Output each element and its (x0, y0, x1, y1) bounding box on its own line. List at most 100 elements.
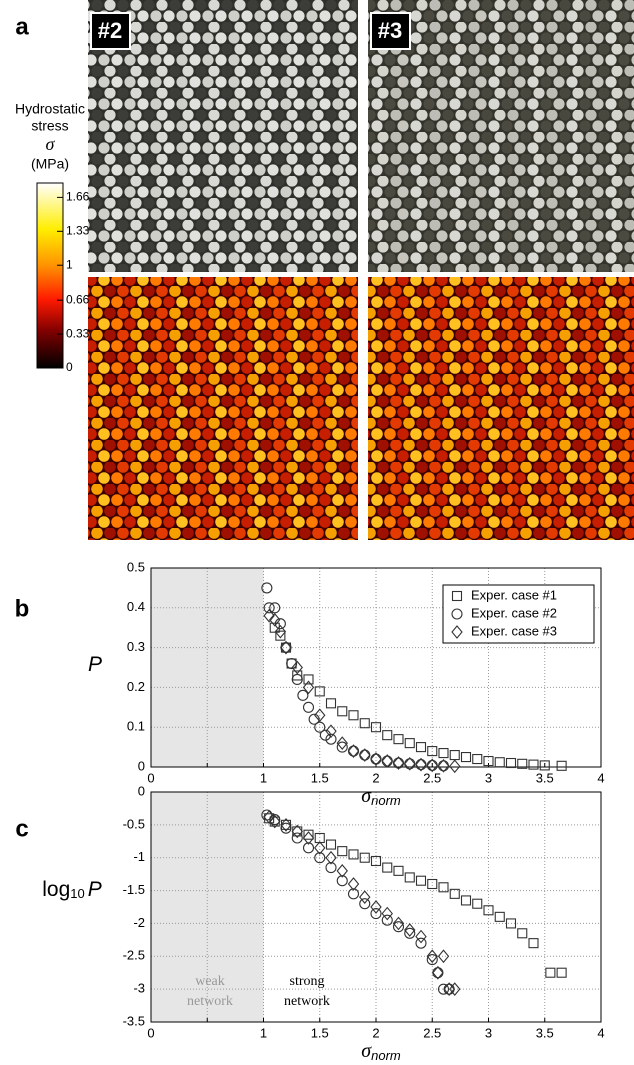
marker-square (404, 872, 415, 883)
marker-square (505, 918, 517, 929)
marker-circle (451, 608, 463, 620)
y-tick-label: -1.5 (123, 882, 145, 897)
marker-diamond (302, 831, 315, 845)
marker-diamond (449, 759, 461, 774)
marker-circle (336, 875, 348, 887)
marker-diamond (370, 900, 382, 914)
marker-diamond (359, 890, 371, 905)
marker-diamond (280, 640, 292, 655)
marker-square (359, 852, 370, 863)
y-tick-label: 0.1 (127, 719, 145, 734)
marker-circle (392, 921, 405, 933)
y-tick-label: 0.5 (127, 559, 145, 574)
marker-circle (325, 862, 337, 874)
x-axis-label-sub: norm (371, 1048, 401, 1063)
marker-square (528, 759, 539, 770)
marker-diamond (291, 824, 303, 839)
marker-diamond (347, 744, 360, 758)
marker-diamond (415, 757, 427, 772)
legend-box (442, 584, 595, 644)
legend-label: Exper. case #1 (471, 587, 557, 602)
x-tick-label: 4 (597, 1025, 604, 1040)
panel-label: c (15, 815, 28, 842)
marker-diamond (370, 752, 382, 766)
x-tick-label: 3.5 (536, 770, 554, 785)
y-tick-label: 0.2 (127, 679, 145, 694)
x-tick-label: 3.5 (536, 1025, 554, 1040)
marker-square (370, 722, 382, 733)
photo (88, 0, 358, 272)
marker-diamond (432, 965, 444, 980)
marker-square (325, 839, 337, 850)
y-axis-label: P (88, 653, 102, 676)
marker-circle (404, 927, 416, 939)
x-tick-label: 4 (597, 770, 604, 785)
marker-circle (291, 832, 303, 844)
marker-square (382, 730, 393, 741)
colorbar-title: σ (46, 134, 56, 154)
marker-circle (319, 729, 331, 741)
marker-diamond (381, 906, 393, 921)
marker-circle (314, 852, 326, 864)
marker-square (438, 882, 449, 893)
marker-circle (381, 755, 393, 767)
marker-square (325, 698, 337, 709)
marker-circle (280, 822, 292, 834)
x-tick-label: 2.5 (423, 1025, 441, 1040)
marker-diamond (302, 680, 315, 695)
plot-frame (150, 791, 602, 1023)
colorbar-title: stress (31, 118, 68, 134)
y-tick-label: -3.5 (123, 1013, 145, 1028)
x-tick-label: 0 (147, 1025, 154, 1040)
marker-diamond (280, 817, 292, 832)
marker-diamond (404, 756, 416, 771)
annotation: network (187, 994, 233, 1009)
marker-diamond (336, 736, 348, 750)
marker-circle (415, 937, 427, 949)
legend-label: Exper. case #2 (471, 605, 557, 620)
marker-square (517, 928, 528, 939)
marker-circle (291, 673, 303, 685)
marker-circle (415, 759, 427, 771)
y-tick-label: -3 (133, 981, 145, 996)
y-axis-label-sub: 10 (70, 886, 84, 901)
marker-square (545, 967, 556, 978)
marker-diamond (274, 624, 287, 639)
stress-map (88, 277, 358, 540)
x-tick-label: 3 (485, 770, 492, 785)
marker-square (337, 706, 348, 717)
marker-square (275, 630, 286, 641)
marker-diamond (325, 724, 337, 739)
colorbar-tick-label: 1.66 (66, 190, 90, 204)
marker-diamond (426, 949, 438, 964)
marker-circle (437, 760, 450, 772)
marker-square (505, 757, 517, 769)
marker-circle (286, 657, 298, 670)
marker-square (460, 751, 472, 763)
marker-square (303, 674, 314, 685)
marker-square (438, 748, 449, 759)
panel-label: b (15, 595, 30, 622)
x-tick-label: 2 (372, 1025, 379, 1040)
marker-diamond (443, 982, 455, 997)
marker-diamond (314, 840, 326, 855)
marker-circle (347, 888, 360, 900)
marker-diamond (291, 660, 303, 675)
marker-square (314, 686, 325, 697)
marker-square (292, 670, 303, 681)
marker-diamond (269, 612, 281, 627)
marker-square (404, 738, 415, 749)
colorbar-title: (MPa) (31, 156, 69, 172)
marker-circle (308, 713, 320, 725)
marker-diamond (415, 929, 427, 944)
marker-diamond (381, 754, 393, 768)
marker-circle (269, 814, 281, 826)
marker-circle (359, 898, 371, 910)
marker-diamond (269, 814, 281, 829)
plot-frame (150, 567, 602, 768)
colorbar-title: Hydrostatic (15, 101, 85, 117)
annotation: weak (195, 974, 225, 989)
marker-square (460, 895, 472, 906)
marker-circle (269, 602, 281, 614)
